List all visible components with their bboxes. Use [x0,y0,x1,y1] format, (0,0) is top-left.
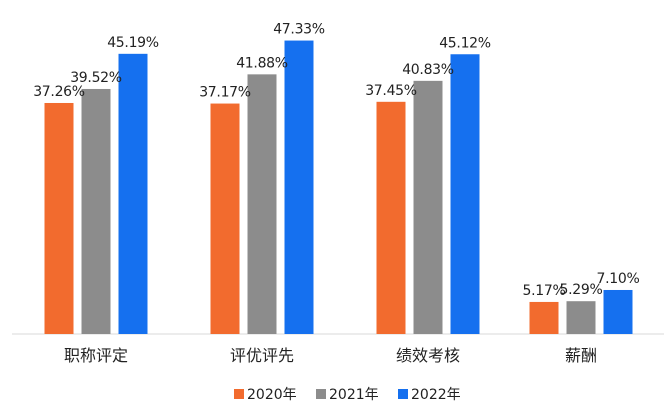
legend: 2020年 2021年 2022年 [234,387,461,403]
legend-label-0: 2020年 [247,387,297,403]
value-labels-group: 37.26%39.52% 45.19% 37.17% 41.88% 47.33% 37.4… [33,22,640,299]
legend-swatch-1 [316,389,326,399]
bar-0-1 [81,88,111,334]
bar-2-1 [413,80,443,334]
bar-3-0 [529,301,559,334]
bar-0-0 [44,102,74,334]
bar-2-0 [376,101,406,334]
bars-group [44,40,633,335]
legend-label-2: 2022年 [411,387,461,403]
bar-0-2 [118,53,148,335]
value-label-0-0: 37.26% [33,84,85,100]
bar-1-0 [210,103,240,335]
category-label-0: 职称评定 [64,346,128,365]
category-label-2: 绩效考核 [396,346,460,365]
value-label-3-1: 5.29% [560,282,603,298]
value-label-1-1: 41.88% [236,55,288,71]
value-label-0-2: 45.19% [107,35,159,51]
value-label-2-2: 45.12% [439,35,491,51]
bar-1-1 [247,74,277,335]
category-label-3: 薪酬 [565,346,597,365]
value-label-0-1: 39.52% [70,70,122,86]
category-label-1: 评优评先 [230,346,294,365]
value-label-1-2: 47.33% [273,22,325,38]
legend-swatch-0 [234,389,244,399]
bar-2-2 [450,54,480,334]
bar-3-2 [603,289,633,334]
value-label-3-2: 7.10% [597,271,640,287]
legend-label-1: 2021年 [329,387,379,403]
legend-swatch-2 [398,389,408,399]
value-label-2-1: 40.83% [402,62,454,78]
bar-3-1 [566,301,596,334]
value-label-3-0: 5.17% [523,283,566,299]
value-label-2-0: 37.45% [365,83,417,99]
category-labels-group: 职称评定 评优评先 绩效考核 薪酬 [64,346,597,365]
bar-1-2 [284,40,314,334]
value-label-1-0: 37.17% [199,85,251,101]
